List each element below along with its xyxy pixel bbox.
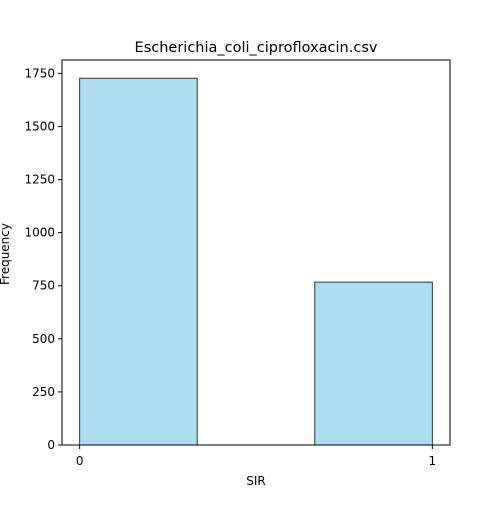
axes-layer: 0 250 500 750 1000 1250 1500 1750 0 1 xyxy=(24,59,451,468)
plot-frame xyxy=(61,59,451,446)
bars-layer xyxy=(79,77,433,446)
y-tick-label: 1500 xyxy=(24,119,55,133)
chart-title: Escherichia_coli_ciprofloxacin.csv xyxy=(135,40,378,56)
x-axis-label: SIR xyxy=(246,474,266,488)
x-tick-label: 0 xyxy=(76,454,84,468)
y-tick-label: 0 xyxy=(47,438,55,452)
y-tick-label: 1250 xyxy=(24,173,55,187)
y-tick-label: 1000 xyxy=(24,226,55,240)
y-tick-label: 1750 xyxy=(24,66,55,80)
y-tick-label: 500 xyxy=(32,332,55,346)
x-tick-label: 1 xyxy=(429,454,437,468)
y-tick-label: 750 xyxy=(32,279,55,293)
histogram-bar-0 xyxy=(79,77,198,446)
y-axis-label: Frequency xyxy=(0,223,12,285)
histogram-bar-1 xyxy=(314,281,433,446)
y-tick-label: 250 xyxy=(32,385,55,399)
